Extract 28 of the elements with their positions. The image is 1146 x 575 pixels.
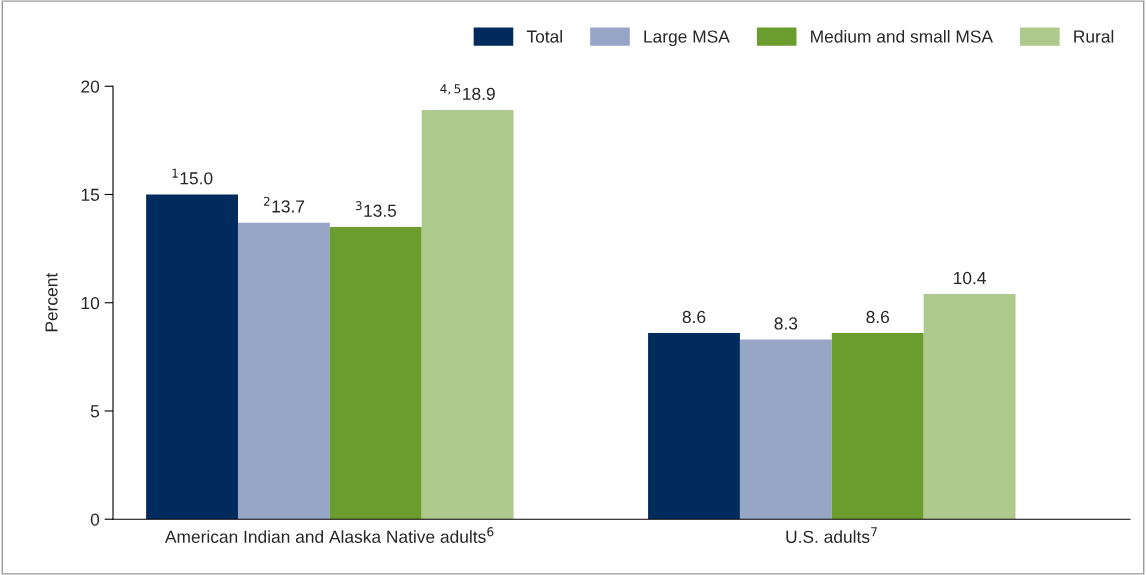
x-tick-label: American Indian and Alaska Native adults$^{6}$ (164, 527, 494, 543)
legend-label: Rural (1074, 29, 1114, 43)
data-label: 8.3 (774, 317, 798, 330)
y-tick-label: 5 (90, 405, 100, 418)
data-label: $^{1}$15.0 (172, 168, 213, 185)
data-label: $^{3}$13.5 (355, 201, 397, 217)
legend-label: Large MSA (644, 30, 730, 47)
legend-label: Medium and small MSA (811, 29, 993, 43)
bar (329, 226, 422, 520)
y-tick-label: 20 (81, 80, 100, 93)
legend-label: Total (526, 29, 562, 43)
data-label: $^{4,5}$18.9 (440, 84, 495, 101)
data-label: 10.4 (954, 271, 986, 285)
data-label: $^{2}$13.7 (263, 196, 305, 213)
bar (237, 222, 330, 520)
y-axis-title: Percent (45, 272, 58, 332)
bar (739, 339, 832, 520)
bar (421, 110, 514, 520)
data-label: 8.6 (866, 310, 890, 324)
bar (648, 333, 740, 520)
x-tick-label: U.S. adults$^{7}$ (786, 527, 877, 543)
bar (923, 294, 1016, 520)
y-tick-label: 10 (81, 296, 100, 310)
bar (146, 194, 238, 520)
y-tick-label: 15 (81, 188, 100, 201)
bar (831, 333, 924, 520)
y-tick-label: 0 (90, 513, 100, 526)
data-label: 8.6 (682, 310, 706, 324)
